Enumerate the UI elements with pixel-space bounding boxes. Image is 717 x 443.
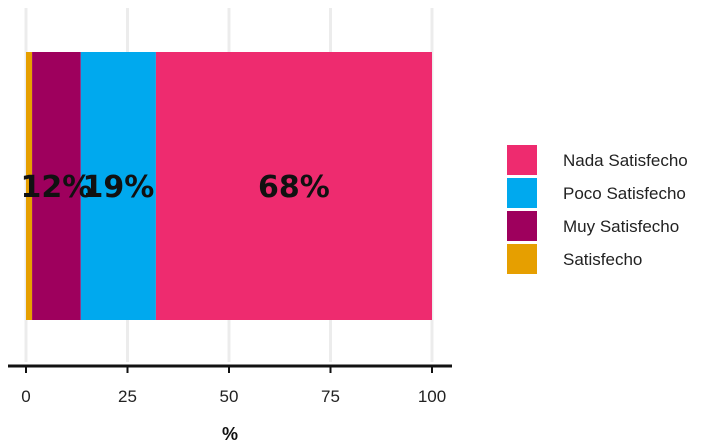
tick-label-25: 25 <box>118 387 137 406</box>
bar-segment-satisfecho <box>26 52 33 320</box>
x-axis-ticks: 0 25 50 75 100 <box>21 366 446 406</box>
legend-label-nada-satisfecho: Nada Satisfecho <box>563 151 688 170</box>
bar-segment-nada-satisfecho <box>155 52 433 320</box>
legend-label-satisfecho: Satisfecho <box>563 250 642 269</box>
bar-segments <box>26 52 433 320</box>
legend-label-muy-satisfecho: Muy Satisfecho <box>563 217 679 236</box>
legend-key-poco-satisfecho <box>507 178 537 208</box>
data-label-poco-satisfecho: 19% <box>82 170 154 205</box>
data-label-muy-satisfecho: 12% <box>21 170 93 205</box>
tick-label-50: 50 <box>220 387 239 406</box>
tick-label-75: 75 <box>321 387 340 406</box>
bar-segment-muy-satisfecho <box>32 52 81 320</box>
data-labels: 12%19% 68% <box>21 170 330 205</box>
legend-label-poco-satisfecho: Poco Satisfecho <box>563 184 686 203</box>
bar-segment-poco-satisfecho <box>80 52 156 320</box>
legend-key-satisfecho <box>507 244 537 274</box>
legend-key-muy-satisfecho <box>507 211 537 241</box>
tick-label-100: 100 <box>418 387 446 406</box>
data-label-nada-satisfecho: 68% <box>258 170 330 205</box>
legend-key-nada-satisfecho <box>507 145 537 175</box>
x-axis-title: % <box>222 424 238 443</box>
tick-label-0: 0 <box>21 387 30 406</box>
legend: Nada Satisfecho Poco Satisfecho Muy Satisf… <box>507 145 688 274</box>
